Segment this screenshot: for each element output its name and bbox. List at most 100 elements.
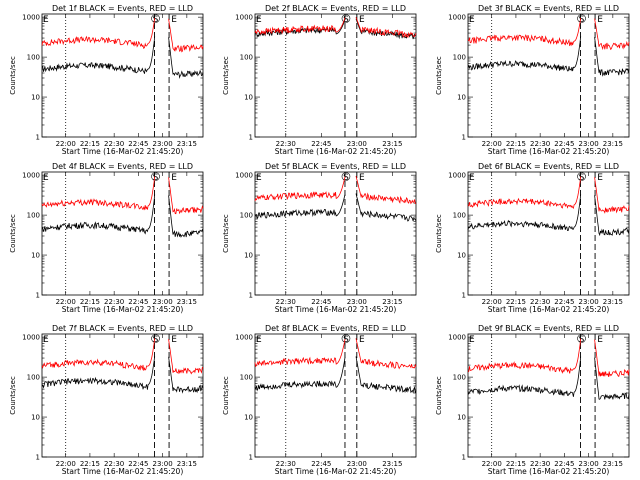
marker-label: S <box>153 15 159 25</box>
x-tick-label: 23:15 <box>382 298 402 306</box>
marker-circle <box>341 172 351 181</box>
marker-label: S <box>343 15 349 25</box>
x-tick-label: 23:15 <box>603 298 623 306</box>
marker-circle <box>341 14 351 23</box>
y-tick-label: 1000 <box>448 14 466 22</box>
events-series-line <box>41 355 204 394</box>
marker-label: E <box>359 335 365 345</box>
x-tick-label: 22:30 <box>530 140 550 148</box>
y-tick-label: 10 <box>31 252 40 260</box>
x-tick-label: 22:15 <box>506 460 526 468</box>
marker-circle <box>151 172 160 181</box>
events-series-line <box>41 36 204 79</box>
x-tick-label: 23:00 <box>579 460 599 468</box>
x-axis-label: Start Time (16-Mar-02 21:45:20) <box>62 467 184 476</box>
y-tick-label: 1 <box>36 134 40 142</box>
y-tick-label: 100 <box>453 212 466 220</box>
x-axis-label: Start Time (16-Mar-02 21:45:20) <box>488 467 610 476</box>
marker-circle <box>577 172 586 181</box>
x-tick-label: 22:45 <box>311 298 331 306</box>
y-axis-label: Counts/sec <box>435 214 443 253</box>
y-tick-label: 10 <box>31 414 40 422</box>
events-series-line <box>254 356 417 394</box>
events-series-line <box>254 193 417 222</box>
panel-title: Det 7f BLACK = Events, RED = LLD <box>52 324 193 333</box>
plot-frame <box>467 171 630 296</box>
x-axis-label: Start Time (16-Mar-02 21:45:20) <box>275 305 397 314</box>
x-tick-label: 23:00 <box>347 140 367 148</box>
marker-label: E <box>171 15 177 25</box>
x-tick-label: 23:15 <box>177 460 197 468</box>
x-tick-label: 22:15 <box>506 298 526 306</box>
y-tick-label: 100 <box>27 374 40 382</box>
lld-series-line <box>467 176 630 214</box>
plot-frame <box>254 13 417 138</box>
x-axis-label: Start Time (16-Mar-02 21:45:20) <box>488 147 610 156</box>
y-axis-label: Counts/sec <box>222 56 230 95</box>
y-tick-label: 100 <box>453 54 466 62</box>
x-axis-label: Start Time (16-Mar-02 21:45:20) <box>488 305 610 314</box>
marker-label: E <box>43 335 49 345</box>
x-tick-label: 22:15 <box>80 140 100 148</box>
y-tick-label: 10 <box>244 414 253 422</box>
x-tick-label: 22:15 <box>80 298 100 306</box>
marker-circle <box>577 334 586 343</box>
x-tick-label: 22:00 <box>482 140 502 148</box>
panel-title: Det 1f BLACK = Events, RED = LLD <box>52 4 193 13</box>
marker-label: E <box>597 335 603 345</box>
marker-label: E <box>171 335 177 345</box>
marker-label: E <box>597 15 603 25</box>
y-tick-label: 1000 <box>22 172 40 180</box>
events-series-line <box>467 356 630 400</box>
events-series-line <box>254 18 417 40</box>
marker-label: E <box>171 173 177 183</box>
marker-label: S <box>579 173 585 183</box>
marker-label: S <box>343 335 349 345</box>
x-tick-label: 22:00 <box>56 298 76 306</box>
marker-label: S <box>153 335 159 345</box>
y-tick-label: 1 <box>462 292 466 300</box>
y-tick-label: 100 <box>453 374 466 382</box>
y-axis-label: Counts/sec <box>9 376 17 415</box>
lld-series-line <box>41 338 204 375</box>
y-tick-label: 1 <box>462 134 466 142</box>
x-tick-label: 22:00 <box>482 460 502 468</box>
plot-frame <box>41 13 204 138</box>
y-tick-label: 100 <box>240 212 253 220</box>
y-tick-label: 10 <box>31 94 40 102</box>
marker-circle <box>151 334 160 343</box>
x-tick-label: 23:15 <box>603 460 623 468</box>
x-tick-label: 22:45 <box>311 140 331 148</box>
x-tick-label: 22:15 <box>506 140 526 148</box>
x-tick-label: 22:45 <box>128 298 148 306</box>
plot-frame <box>467 13 630 138</box>
x-tick-label: 22:45 <box>128 140 148 148</box>
x-tick-label: 23:00 <box>579 298 599 306</box>
detector-panel: Det 4f BLACK = Events, RED = LLD 1 10 100 10… <box>9 162 204 314</box>
x-tick-label: 23:00 <box>347 460 367 468</box>
y-tick-label: 100 <box>27 54 40 62</box>
x-tick-label: 22:30 <box>276 140 296 148</box>
x-tick-label: 23:15 <box>177 298 197 306</box>
marker-label: E <box>43 15 49 25</box>
detector-panel: Det 2f BLACK = Events, RED = LLD 1 10 100 10… <box>222 4 417 156</box>
lld-series-line <box>254 16 417 39</box>
x-tick-label: 23:15 <box>382 460 402 468</box>
x-tick-label: 22:15 <box>80 460 100 468</box>
x-tick-label: 22:30 <box>276 460 296 468</box>
panel-title: Det 4f BLACK = Events, RED = LLD <box>52 162 193 171</box>
y-axis-label: Counts/sec <box>222 214 230 253</box>
marker-circle <box>341 334 351 343</box>
panel-title: Det 3f BLACK = Events, RED = LLD <box>478 4 619 13</box>
y-tick-label: 10 <box>244 252 253 260</box>
marker-label: E <box>43 173 49 183</box>
marker-label: E <box>359 15 365 25</box>
y-tick-label: 1 <box>36 454 40 462</box>
y-tick-label: 1000 <box>235 172 253 180</box>
lld-series-line <box>254 338 417 370</box>
lld-series-line <box>254 175 417 205</box>
marker-label: E <box>359 173 365 183</box>
detector-panel: Det 1f BLACK = Events, RED = LLD 1 10 100 10… <box>9 4 204 156</box>
y-tick-label: 10 <box>457 414 466 422</box>
